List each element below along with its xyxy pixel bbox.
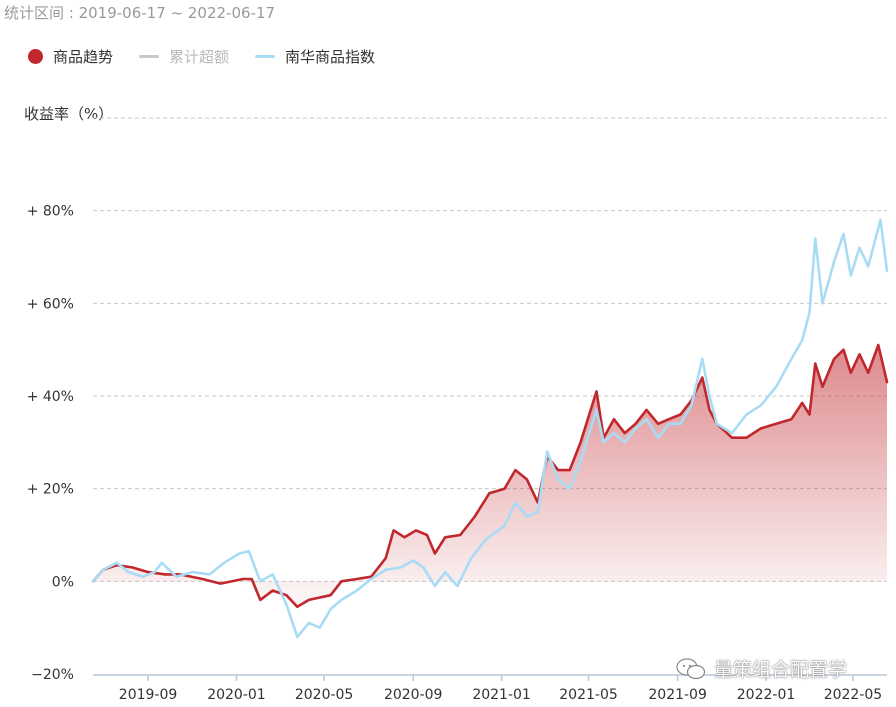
y-tick-label: + 40% (27, 389, 74, 405)
y-tick-label: 0% (52, 574, 74, 590)
x-tick-label: 2021-01 (472, 687, 531, 703)
legend-item-commodity-trend[interactable]: 商品趋势 (28, 46, 113, 67)
wechat-icon (676, 657, 706, 679)
legend-item-nanhua-index[interactable]: 南华商品指数 (255, 46, 375, 67)
stat-range-text: 统计区间 : 2019-06-17 ~ 2022-06-17 (4, 4, 276, 22)
legend-line-icon (139, 55, 160, 58)
legend-dot-icon (28, 49, 43, 64)
x-axis: 2019-09 2020-01 2020-05 2020-09 2021-01 2021-… (93, 674, 887, 703)
y-tick-label: −20% (31, 667, 74, 683)
chart-legend: 商品趋势 累计超额 南华商品指数 (28, 46, 401, 67)
x-tick-label: 2022-05 (824, 687, 883, 703)
x-tick-label: 2020-09 (384, 687, 443, 703)
y-tick-label: + 60% (27, 296, 74, 312)
watermark-text: 量策组合配置学 (714, 659, 848, 681)
y-axis-ticks: + 80% + 60% + 40% + 20% 0% −20% (27, 204, 74, 683)
series-line-1 (91, 218, 889, 639)
x-tick-label: 2021-09 (648, 687, 707, 703)
x-tick-label: 2019-09 (119, 687, 178, 703)
series-area-0 (93, 345, 887, 607)
legend-line-icon (255, 55, 276, 58)
series-layer (91, 218, 889, 639)
legend-item-cumulative-excess[interactable]: 累计超额 (139, 46, 229, 67)
y-tick-label: + 20% (27, 482, 74, 498)
watermark: 量策组合配置学 (676, 655, 847, 682)
x-tick-label: 2021-05 (559, 687, 618, 703)
y-tick-label: + 80% (27, 204, 74, 220)
legend-label: 累计超额 (169, 48, 230, 66)
x-tick-label: 2022-01 (737, 687, 796, 703)
x-tick-label: 2020-01 (207, 687, 266, 703)
legend-label: 商品趋势 (53, 48, 114, 66)
series-line-0 (91, 343, 889, 609)
x-tick-label: 2020-05 (295, 687, 354, 703)
legend-label: 南华商品指数 (285, 48, 376, 66)
y-axis-label: 收益率（%） (24, 105, 114, 123)
